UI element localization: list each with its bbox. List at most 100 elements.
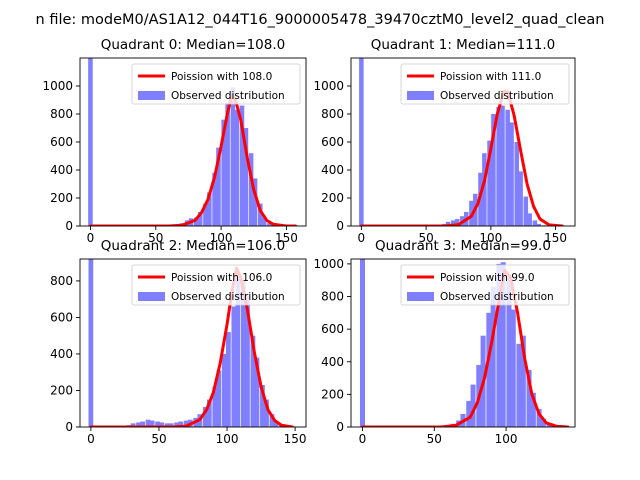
legend-observed-swatch: [407, 91, 434, 100]
y-tick-label: 400: [50, 163, 73, 177]
observed-hist-bar: [509, 122, 514, 226]
quadrant-0-title: Quadrant 0: Median=108.0: [101, 37, 285, 53]
observed-hist-bar: [149, 420, 155, 427]
y-tick-label: 600: [50, 310, 73, 324]
observed-hist-bar: [518, 171, 523, 226]
observed-hist-bar: [536, 409, 542, 427]
x-tick-label: 150: [284, 432, 307, 446]
y-tick-label: 600: [321, 135, 344, 149]
observed-hist-bar: [230, 87, 236, 226]
observed-hist-bar: [159, 422, 165, 427]
observed-hist-bar: [506, 276, 512, 427]
x-tick-label: 50: [151, 432, 166, 446]
observed-hist-bar: [197, 212, 203, 226]
observed-hist-bar: [207, 192, 212, 226]
y-tick-label: 800: [321, 290, 344, 304]
legend-observed-label: Observed distribution: [440, 90, 554, 102]
observed-hist-bar: [248, 153, 254, 226]
x-tick-label: 0: [358, 231, 366, 245]
observed-hist-bar: [536, 223, 542, 226]
y-tick-label: 200: [321, 191, 344, 205]
observed-hist-bar: [239, 105, 245, 226]
figure-suptitle: n file: modeM0/AS1A12_044T16_9000005478_…: [36, 12, 605, 28]
observed-hist-bar: [530, 392, 536, 427]
observed-hist-bar: [267, 223, 272, 226]
quadrant-3-panel: Quadrant 3: Median=99.00 50 10002004006008…: [313, 238, 576, 446]
observed-hist-bar: [240, 280, 246, 427]
observed-hist-bar: [174, 422, 180, 427]
quadrant-1-panel: Quadrant 1: Median=111.0 0 50 100 150 0 200 400…: [313, 37, 576, 245]
y-tick-label: 1000: [42, 79, 73, 93]
quadrant-3-title: Quadrant 3: Median=99.0: [375, 238, 551, 254]
observed-hist-bar: [130, 423, 136, 427]
observed-hist-bar: [532, 220, 538, 226]
observed-hist-bar: [226, 332, 231, 427]
x-tick-label: 100: [216, 432, 239, 446]
observed-hist-bar: [212, 386, 218, 427]
poisson-fit-line: [89, 94, 297, 226]
observed-hist-bar: [221, 353, 227, 427]
observed-hist-bar: [496, 263, 502, 427]
y-tick-label: 0: [65, 219, 73, 233]
y-tick-label: 1000: [313, 257, 344, 271]
quadrant-2-axes-frame: [79, 258, 307, 428]
legend-poisson-label: Poission with 106.0: [171, 272, 272, 284]
observed-hist-bar: [451, 220, 456, 226]
y-tick-label: 600: [321, 322, 344, 336]
x-tick-label: 100: [479, 231, 502, 245]
y-tick-label: 200: [50, 191, 73, 205]
observed-hist-bar: [164, 423, 170, 427]
observed-hist-bar: [454, 219, 460, 226]
observed-hist-bar: [206, 399, 212, 427]
y-tick-label: 0: [336, 420, 344, 434]
legend-box: [400, 264, 570, 306]
legend-box: [131, 264, 301, 306]
observed-hist-bar: [145, 419, 151, 427]
legend-box: [131, 63, 301, 105]
observed-hist-bar: [359, 259, 365, 427]
y-tick-label: 400: [50, 347, 73, 361]
observed-hist-bar: [540, 418, 546, 427]
legend-observed-label: Observed distribution: [171, 291, 285, 303]
observed-hist-bar: [261, 217, 267, 226]
y-tick-label: 1000: [313, 79, 344, 93]
quadrant-1-legend: Poission with 111.0 Observed distribution: [400, 63, 570, 105]
observed-hist-bar: [231, 306, 237, 427]
observed-hist-bar: [491, 114, 496, 226]
observed-hist-bar: [155, 421, 160, 427]
observed-hist-bar: [193, 217, 199, 226]
y-tick-label: 600: [50, 135, 73, 149]
observed-hist-bar: [527, 213, 532, 226]
y-tick-label: 800: [321, 107, 344, 121]
quadrant-2-plot-area: [88, 259, 294, 427]
observed-hist-bar: [140, 421, 146, 427]
observed-hist-bar: [264, 399, 269, 427]
observed-hist-bar: [234, 109, 240, 226]
observed-hist-bar: [252, 178, 258, 226]
y-tick-label: 800: [50, 274, 73, 288]
quadrant-1-title: Quadrant 1: Median=111.0: [371, 37, 555, 53]
observed-hist-bar: [487, 140, 492, 226]
observed-hist-bar: [245, 295, 250, 427]
quadrant-0-legend: Poission with 108.0 Observed distribution: [131, 63, 301, 105]
x-tick-label: 150: [275, 231, 298, 245]
x-tick-label: 50: [427, 432, 442, 446]
observed-hist-bar: [500, 262, 506, 427]
observed-hist-bar: [273, 421, 279, 427]
observed-hist-bar: [216, 147, 221, 226]
x-tick-label: 0: [87, 231, 95, 245]
observed-hist-bar: [496, 107, 501, 226]
legend-box: [400, 63, 570, 105]
observed-hist-bar: [514, 142, 519, 226]
quadrant-3-plot-area: [359, 259, 570, 427]
x-tick-label: 150: [544, 231, 567, 245]
observed-hist-bar: [482, 153, 487, 226]
y-tick-label: 0: [336, 219, 344, 233]
legend-observed-label: Observed distribution: [171, 90, 285, 102]
observed-hist-bar: [183, 420, 189, 427]
y-tick-label: 0: [65, 420, 73, 434]
observed-hist-bar: [235, 277, 241, 427]
legend-observed-swatch: [138, 292, 165, 301]
quadrant-2-legend: Poission with 106.0 Observed distribution: [131, 264, 301, 306]
